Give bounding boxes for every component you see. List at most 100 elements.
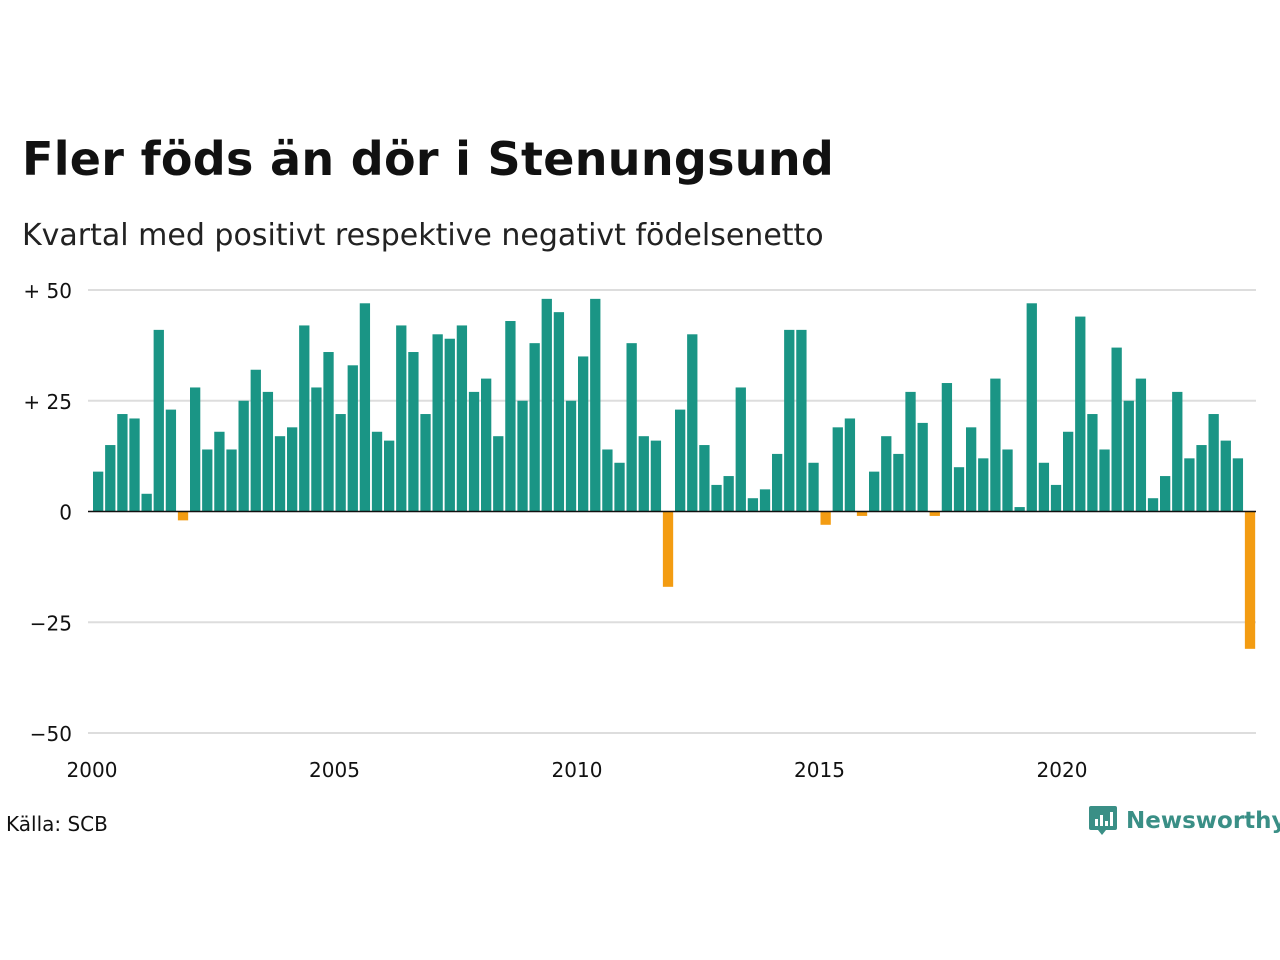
bar: [1160, 476, 1171, 512]
bar: [541, 298, 552, 512]
bar: [274, 436, 286, 512]
bar: [966, 427, 977, 512]
bar: [287, 427, 298, 512]
x-tick-label: 2010: [552, 758, 603, 782]
bar: [1075, 316, 1086, 512]
bar: [893, 453, 904, 512]
bar: [117, 414, 128, 512]
bar: [1184, 458, 1195, 512]
bar: [614, 462, 625, 512]
bar: [1087, 414, 1098, 512]
bar: [905, 391, 916, 512]
bar: [953, 467, 965, 512]
bar: [481, 378, 492, 512]
x-tick-label: 2020: [1037, 758, 1088, 782]
bar: [1135, 378, 1147, 512]
bar: [747, 498, 759, 512]
bar: [165, 409, 177, 512]
brand-name: Newsworthy: [1126, 808, 1280, 834]
bar: [456, 325, 468, 512]
bar: [371, 431, 383, 512]
bar: [1014, 507, 1025, 512]
bar: [687, 334, 698, 512]
bar: [699, 445, 710, 512]
bar: [820, 511, 831, 525]
bar: [141, 493, 152, 512]
bars: [93, 298, 1256, 649]
bar: [844, 418, 856, 512]
bar: [323, 352, 334, 512]
bar: [190, 387, 201, 512]
y-tick-label: −25: [30, 611, 72, 635]
bar: [759, 489, 771, 512]
bar: [917, 422, 928, 512]
bar: [553, 312, 565, 512]
bar: [590, 298, 601, 512]
bar: [565, 400, 577, 512]
bar: [359, 303, 371, 512]
bar: [832, 427, 843, 512]
y-axis-ticks: + 50 + 25 0 −25 −50: [23, 279, 72, 746]
x-tick-label: 2005: [309, 758, 360, 782]
bar: [1172, 391, 1183, 512]
bar: [1123, 400, 1134, 512]
bar: [1147, 498, 1159, 512]
bar: [1002, 449, 1013, 512]
bar: [432, 334, 443, 512]
y-tick-label: + 25: [23, 390, 72, 414]
bar: [602, 449, 613, 512]
newsworthy-logo-icon: [1089, 806, 1117, 835]
bar: [153, 329, 164, 512]
x-tick-label: 2000: [67, 758, 118, 782]
bar: [1063, 431, 1074, 512]
bar: [662, 511, 674, 587]
bar: [1026, 303, 1037, 512]
bar: [1208, 414, 1219, 512]
bar: [1099, 449, 1110, 512]
bar: [1196, 445, 1207, 512]
y-tick-label: 0: [59, 501, 72, 525]
bar: [723, 476, 734, 512]
bar: [941, 383, 953, 512]
bar: [493, 436, 504, 512]
bar: [505, 321, 516, 512]
bar: [202, 449, 213, 512]
bar: [1232, 458, 1244, 512]
bar: [990, 378, 1001, 512]
bar: [1038, 462, 1050, 512]
y-tick-label: + 50: [23, 279, 72, 303]
bar: [177, 511, 189, 521]
gridlines: [88, 289, 1256, 734]
newsworthy-logo[interactable]: Newsworthy: [1088, 804, 1280, 838]
bar: [650, 440, 662, 512]
chart-title: Fler föds än dör i Stenungsund: [22, 132, 835, 186]
bar: [978, 458, 989, 512]
bar: [735, 387, 746, 512]
bar: [262, 391, 274, 512]
bar: [1220, 440, 1231, 512]
bar: [444, 338, 455, 512]
y-tick-label: −50: [30, 722, 72, 746]
bar: [856, 511, 868, 516]
bar: [335, 414, 346, 512]
bar: [468, 391, 480, 512]
bar: [299, 325, 310, 512]
bar: [529, 343, 540, 512]
bar: [408, 352, 419, 512]
bar: [796, 329, 807, 512]
bar: [226, 449, 237, 512]
bar: [711, 484, 722, 512]
bar: [638, 436, 649, 512]
x-axis-ticks: 2000 2005 2010 2015 2020: [67, 758, 1088, 782]
bar: [517, 400, 528, 512]
bar: [347, 365, 358, 512]
bar: [93, 471, 104, 512]
bar: [1244, 511, 1256, 649]
bar: [869, 471, 880, 512]
chart-subtitle: Kvartal med positivt respektive negativt…: [22, 218, 824, 253]
source-note: Källa: SCB: [6, 812, 108, 836]
bar: [675, 409, 686, 512]
bar: [578, 356, 589, 512]
bar: [311, 387, 322, 512]
